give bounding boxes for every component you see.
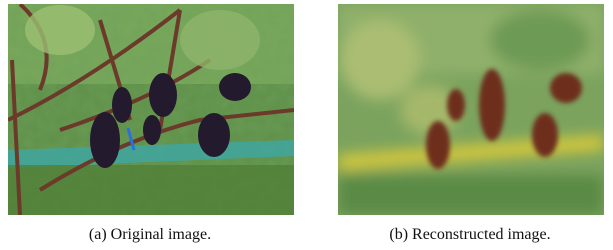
caption: (b) Reconstructed image. — [320, 226, 613, 244]
original-image — [8, 4, 294, 215]
reconstructed-image — [338, 4, 604, 215]
caption: (a) Original image. — [0, 226, 300, 244]
figure: (a) Original image. (b) Reconstructed im… — [0, 0, 613, 250]
images — [0, 0, 613, 225]
